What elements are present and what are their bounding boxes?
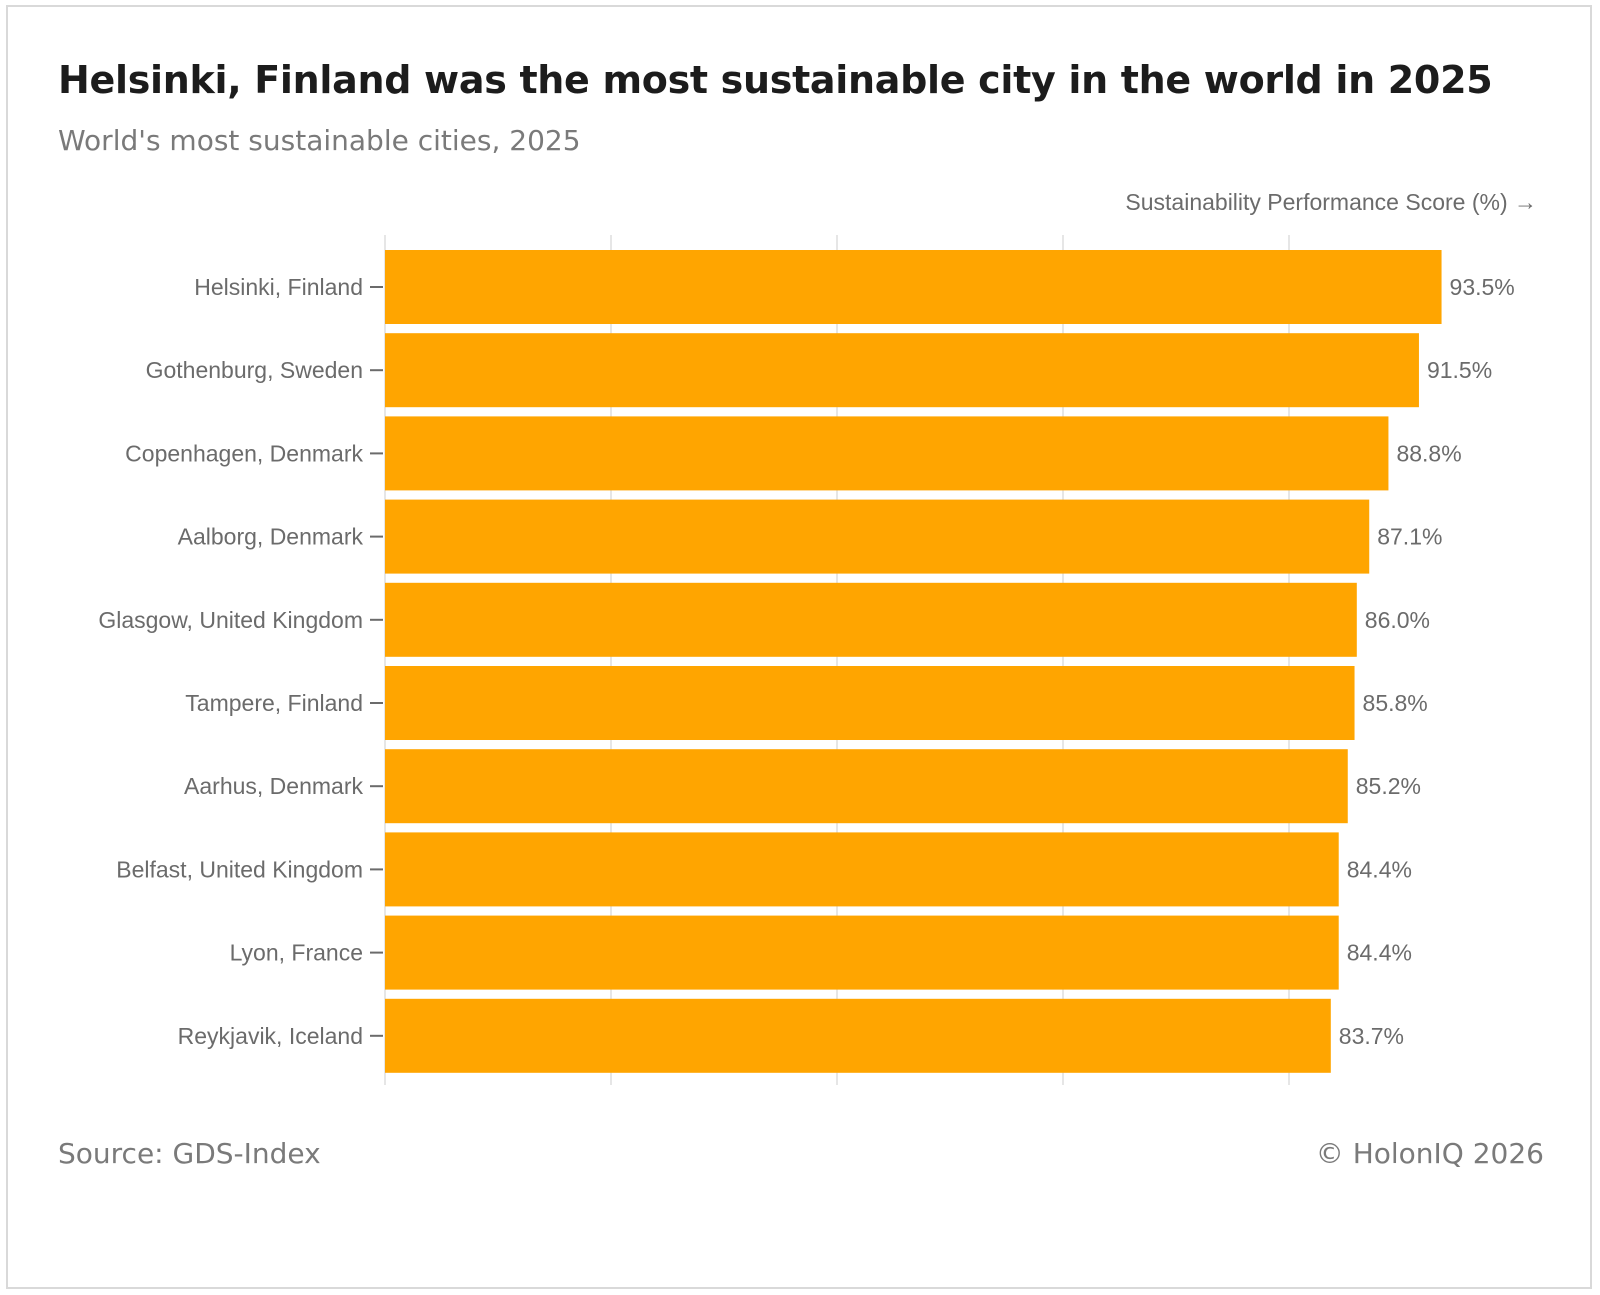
x-axis-title: Sustainability Performance Score (%) → xyxy=(1125,189,1537,215)
labels: Helsinki, Finland 93.5% Gothenburg, Sweden… xyxy=(98,274,1514,1049)
y-tick-label: Copenhagen, Denmark xyxy=(125,440,363,466)
data-label: 93.5% xyxy=(1450,274,1515,300)
chart-subtitle: World's most sustainable cities, 2025 xyxy=(58,124,581,157)
bar xyxy=(385,832,1339,907)
data-label: 86.0% xyxy=(1365,607,1430,633)
bar xyxy=(385,998,1331,1073)
bar xyxy=(385,416,1389,491)
bar xyxy=(385,749,1348,824)
y-tick-label: Belfast, United Kingdom xyxy=(116,856,363,882)
data-label: 85.8% xyxy=(1363,690,1428,716)
y-tick-label: Gothenburg, Sweden xyxy=(146,357,363,383)
y-tick-label: Reykjavik, Iceland xyxy=(178,1023,363,1049)
copyright-credit: © HolonIQ 2026 xyxy=(1315,1137,1544,1170)
chart-title: Helsinki, Finland was the most sustainab… xyxy=(58,58,1493,102)
bar xyxy=(385,666,1355,740)
data-label: 91.5% xyxy=(1427,357,1492,383)
source-note: Source: GDS-Index xyxy=(58,1137,321,1170)
bars xyxy=(385,250,1442,1073)
y-tick-label: Lyon, France xyxy=(230,940,363,966)
bar xyxy=(385,915,1339,990)
bar xyxy=(385,333,1419,408)
data-label: 87.1% xyxy=(1377,524,1442,550)
data-label: 84.4% xyxy=(1347,856,1412,882)
bar xyxy=(385,250,1442,324)
y-tick-label: Glasgow, United Kingdom xyxy=(98,607,363,633)
y-tick-label: Aalborg, Denmark xyxy=(178,524,364,550)
data-label: 85.2% xyxy=(1356,773,1421,799)
bar xyxy=(385,582,1357,657)
data-label: 83.7% xyxy=(1339,1023,1404,1049)
data-label: 88.8% xyxy=(1396,440,1461,466)
y-tick-label: Helsinki, Finland xyxy=(194,274,363,300)
y-tick-label: Tampere, Finland xyxy=(185,690,363,716)
bar xyxy=(385,499,1370,574)
y-tick-label: Aarhus, Denmark xyxy=(184,773,363,799)
data-label: 84.4% xyxy=(1347,940,1412,966)
